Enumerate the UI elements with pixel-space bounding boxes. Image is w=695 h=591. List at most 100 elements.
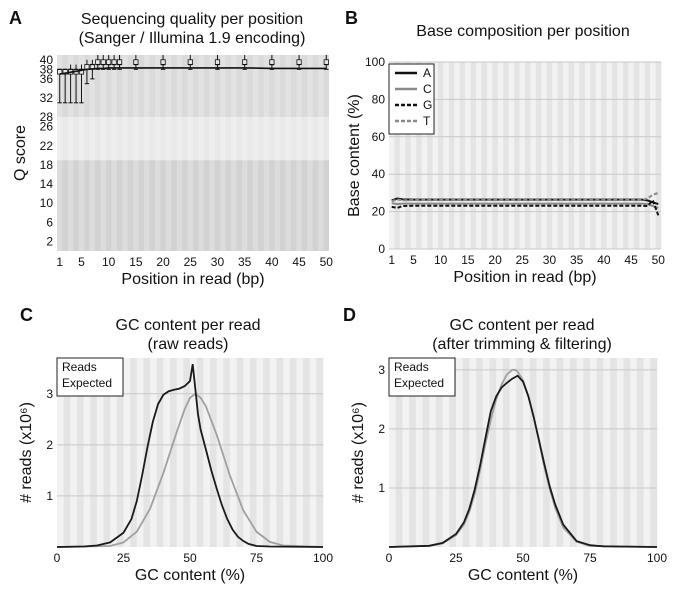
x-tick-label: 0 — [54, 551, 61, 565]
y-tick-label: 1 — [46, 489, 53, 503]
gc-stripe — [462, 358, 470, 547]
x-tick-label: 40 — [265, 255, 279, 269]
x-tick-label: 10 — [102, 255, 116, 269]
x-tick-label: 1 — [56, 255, 63, 269]
position-stripe — [590, 62, 597, 249]
panel-a: A Sequencing quality per position (Sange… — [9, 8, 333, 288]
position-stripe — [421, 62, 428, 249]
box-iqr — [106, 59, 112, 65]
box-iqr — [323, 59, 329, 65]
position-stripe — [427, 62, 433, 249]
gc-stripe — [442, 358, 450, 547]
gc-stripe — [456, 358, 463, 547]
position-stripe — [296, 55, 302, 251]
position-stripe — [394, 62, 401, 249]
x-tick-label: 75 — [250, 551, 264, 565]
gc-stripe — [502, 358, 510, 547]
gc-stripe — [482, 358, 490, 547]
position-stripe — [416, 62, 422, 249]
position-stripe — [584, 62, 591, 249]
plot-area-d: 0 25 50 75 100 1 2 3 GC content (%) # reads (x10⁶… — [350, 357, 667, 584]
x-tick-label: 25 — [449, 551, 463, 565]
gc-stripe — [70, 358, 78, 547]
box-iqr — [133, 59, 139, 65]
position-stripe — [231, 55, 237, 251]
y-tick-label: 14 — [40, 177, 54, 191]
gc-stripe — [163, 358, 171, 547]
gc-stripe — [536, 358, 544, 547]
position-stripe — [209, 55, 215, 251]
y-axis-label: # reads (x10⁶) — [18, 402, 35, 503]
position-stripe — [481, 62, 488, 249]
gc-stripe — [156, 358, 164, 547]
series-line-a — [391, 197, 659, 206]
panel-letter-a: A — [9, 8, 22, 28]
gc-stripe — [110, 358, 118, 547]
expected-curve — [388, 368, 658, 548]
position-stripe — [465, 62, 471, 249]
position-stripe — [89, 55, 96, 251]
gc-stripe — [63, 358, 71, 547]
x-tick-label: 20 — [156, 255, 170, 269]
gc-stripe — [249, 358, 257, 547]
box-iqr — [100, 59, 106, 65]
y-tick-label: 18 — [40, 158, 54, 172]
x-tick-label: 15 — [129, 255, 143, 269]
panel-d-title-line1: GC content per read — [450, 317, 595, 334]
gc-stripe — [229, 358, 237, 547]
gc-stripe — [183, 358, 191, 547]
position-stripe — [57, 55, 63, 251]
gc-stripe — [276, 358, 284, 547]
legend-entry: A — [423, 66, 431, 80]
gc-stripe — [130, 358, 138, 547]
position-stripe — [122, 55, 128, 251]
gc-stripe — [469, 358, 477, 547]
y-axis-label: # reads (x10⁶) — [350, 402, 367, 503]
position-stripe — [176, 55, 183, 251]
gc-stripe — [616, 358, 624, 547]
x-tick-label: 25 — [117, 551, 131, 565]
gc-stripe — [583, 358, 591, 547]
legend-entry: Expected — [394, 376, 444, 390]
position-stripe — [100, 55, 106, 251]
gc-stripe — [389, 358, 396, 547]
y-tick-label: 40 — [372, 167, 386, 181]
gc-stripe — [590, 358, 597, 547]
panel-c-title-line2: (raw reads) — [148, 336, 229, 353]
y-tick-label: 28 — [40, 110, 54, 124]
legend-box — [56, 357, 124, 397]
gc-stripe — [409, 358, 417, 547]
position-stripe — [628, 62, 635, 249]
gc-stripe — [429, 358, 437, 547]
position-stripe — [154, 55, 161, 251]
y-tick-label: 6 — [46, 215, 53, 229]
position-stripe — [476, 62, 482, 249]
y-axis-label: Q score — [12, 125, 29, 181]
position-stripe — [557, 62, 564, 249]
position-stripe — [399, 62, 406, 249]
position-stripe — [644, 62, 651, 249]
gc-stripe — [516, 358, 524, 547]
gc-stripe — [402, 358, 410, 547]
position-stripe — [497, 62, 504, 249]
x-tick-label: 50 — [516, 551, 530, 565]
gc-stripe — [563, 358, 571, 547]
y-tick-label: 100 — [365, 55, 385, 69]
panel-b-title-line1: Base composition per position — [416, 23, 629, 40]
x-tick-label: 25 — [516, 253, 530, 267]
position-stripe — [437, 62, 444, 249]
position-stripe — [639, 62, 645, 249]
x-tick-label: 100 — [313, 551, 333, 565]
panel-letter-b: B — [345, 8, 358, 28]
position-stripe — [508, 62, 515, 249]
position-stripe — [263, 55, 270, 251]
box-iqr — [111, 59, 117, 65]
plot-area-b: 1 5 10 15 20 25 30 35 40 45 50020406080100Position… — [346, 55, 665, 286]
mean-quality-line — [59, 67, 327, 75]
x-tick-label: 100 — [647, 551, 667, 565]
gc-stripe — [190, 358, 197, 547]
position-stripe — [410, 62, 417, 249]
x-axis-label: Position in read (bp) — [121, 271, 264, 288]
position-stripe — [535, 62, 542, 249]
gc-stripe — [543, 358, 551, 547]
